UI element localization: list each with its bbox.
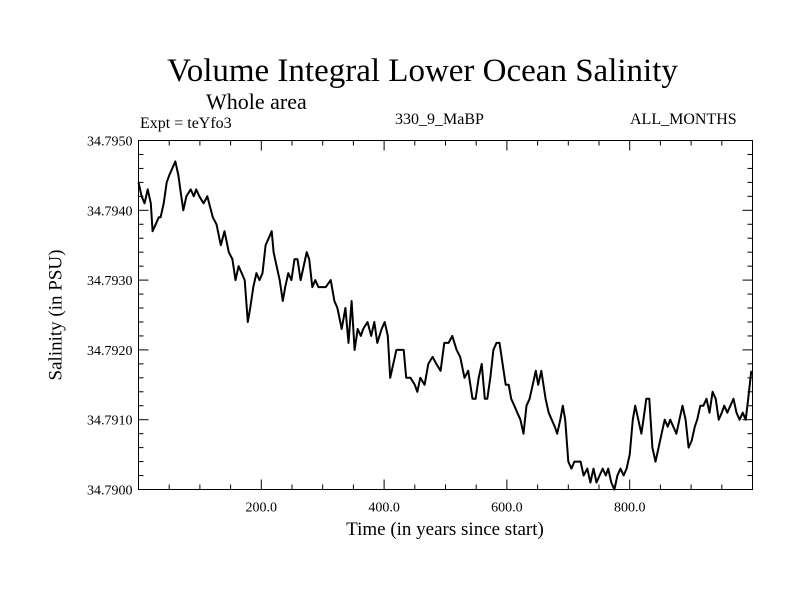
y-tick-label: 34.7910 — [87, 414, 133, 429]
x-tick-label: 600.0 — [491, 501, 523, 516]
x-tick-label: 400.0 — [368, 501, 400, 516]
y-tick-label: 34.7930 — [87, 274, 133, 289]
experiment-annotation: Expt = teYfo3 — [140, 115, 232, 132]
months-annotation: ALL_MONTHS — [630, 111, 737, 128]
y-tick-label: 34.7920 — [87, 344, 133, 359]
x-tick-label: 200.0 — [246, 501, 278, 516]
x-axis-label: Time (in years since start) — [346, 519, 544, 540]
x-tick-label: 800.0 — [614, 501, 646, 516]
y-tick-label: 34.7950 — [87, 135, 133, 150]
run-annotation: 330_9_MaBP — [395, 111, 484, 128]
y-tick-label: 34.7900 — [87, 484, 133, 499]
chart-title: Volume Integral Lower Ocean Salinity — [167, 53, 678, 89]
axis-ticks — [138, 140, 753, 490]
salinity-series-line — [137, 160, 753, 491]
chart-subtitle: Whole area — [206, 89, 307, 114]
y-tick-label: 34.7940 — [87, 204, 133, 219]
plot-frame — [138, 140, 753, 490]
tick-labels: 200.0 400.0 600.0 800.0 34.7900 34.7910 34.792… — [87, 135, 645, 516]
